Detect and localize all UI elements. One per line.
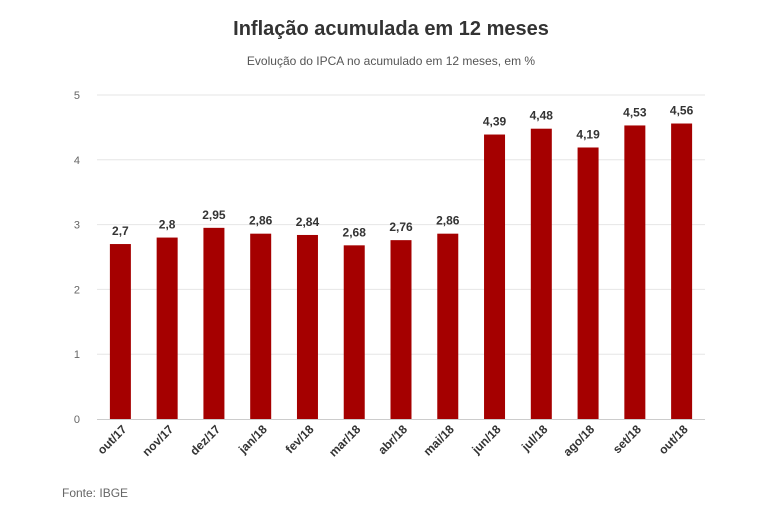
data-label: 2,68 [343,225,367,239]
data-label: 2,84 [296,215,320,229]
bars [109,123,693,420]
data-label: 2,86 [249,214,273,228]
category-label: ago/18 [560,422,597,459]
bar [156,237,178,419]
category-label: mar/18 [326,422,363,459]
y-tick-label: 1 [74,349,80,361]
category-label: dez/17 [187,422,223,458]
category-label: nov/17 [139,422,176,459]
bar [390,240,412,419]
data-label: 4,19 [576,127,600,141]
y-tick-label: 5 [74,90,80,102]
category-label: abr/18 [375,422,410,457]
category-label: jan/18 [235,422,270,457]
bar [624,125,646,420]
data-label: 2,86 [436,214,460,228]
bar [671,123,693,420]
data-label: 2,7 [112,224,129,238]
y-tick-label: 4 [74,155,80,167]
bar [250,233,272,419]
bar [343,245,365,419]
category-label: out/18 [656,422,691,457]
data-label: 4,39 [483,115,507,129]
y-tick-label: 3 [74,220,80,232]
data-labels: 2,7 2,8 2,95 2,86 2,84 2,68 2,76 2,86 4,39 4,48 4,… [112,104,694,240]
source-note: Fonte: IBGE [62,486,129,500]
y-tick-label: 0 [74,414,80,426]
data-label: 2,76 [389,220,413,234]
y-axis-ticks: 0 1 2 3 4 5 [74,90,80,426]
bar [577,147,599,419]
bar [296,234,318,419]
category-label: out/17 [95,422,130,457]
data-label: 2,8 [159,218,176,232]
bar [437,233,459,419]
bar [109,244,131,419]
bar [203,227,225,419]
bar [530,128,552,420]
bar [484,134,506,419]
chart-title: Inflação acumulada em 12 meses [233,18,549,40]
data-label: 4,56 [670,104,694,118]
data-label: 2,95 [202,208,226,222]
data-label: 4,48 [530,109,554,123]
category-label: set/18 [610,422,644,456]
y-tick-label: 2 [74,284,80,296]
bar-chart: 0 1 2 3 4 5 2,7 2,8 2,95 2,86 2,84 2,68 2,76 2,86 4,3… [74,90,705,459]
data-label: 4,53 [623,105,647,119]
category-label: jul/18 [518,422,551,455]
chart-subtitle: Evolução do IPCA no acumulado em 12 mese… [246,54,536,68]
category-label: fev/18 [283,422,317,456]
x-axis-categories: out/17 nov/17 dez/17 jan/18 fev/18 mar/18 abr/… [95,422,691,459]
category-label: mai/18 [421,422,458,459]
category-label: jun/18 [469,422,504,457]
